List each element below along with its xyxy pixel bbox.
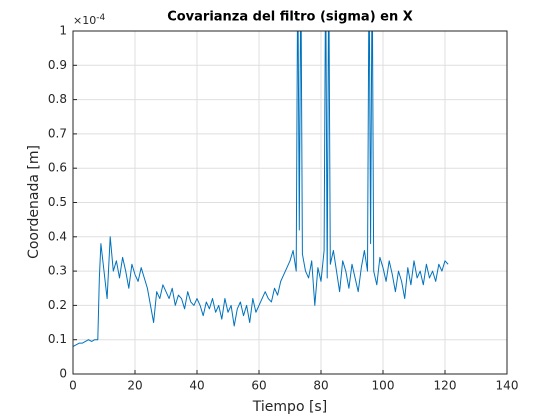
y-tick-label: 0.6 (48, 161, 67, 175)
x-tick-label: 140 (496, 379, 519, 393)
chart-title: Covarianza del filtro (sigma) en X (167, 10, 413, 25)
y-tick-label: 0.9 (48, 58, 67, 72)
y-tick-label: 0.4 (48, 229, 67, 243)
x-tick-label: 120 (434, 379, 457, 393)
x-axis-label: Tiempo [s] (252, 399, 327, 415)
y-tick-label: 0.1 (48, 332, 67, 346)
x-tick-label: 100 (372, 379, 395, 393)
y-tick-label: 0.3 (48, 264, 67, 278)
y-tick-label: 0 (59, 367, 67, 381)
y-tick-label: 0.7 (48, 126, 67, 140)
y-tick-label: 1 (59, 24, 67, 38)
data-line (73, 31, 449, 347)
y-tick-label: 0.5 (48, 195, 67, 209)
x-tick-label: 80 (313, 379, 328, 393)
y-tick-label: 0.8 (48, 92, 67, 106)
x-tick-label: 0 (69, 379, 77, 393)
x-tick-label: 20 (127, 379, 142, 393)
y-exponent-base: ×10 (73, 14, 96, 27)
x-tick-label: 40 (189, 379, 204, 393)
x-tick-label: 60 (251, 379, 266, 393)
y-exponent-power: -4 (96, 13, 105, 23)
y-exponent: ×10-4 (73, 13, 105, 28)
y-axis-label: Coordenada [m] (26, 145, 42, 259)
y-tick-label: 0.2 (48, 298, 67, 312)
